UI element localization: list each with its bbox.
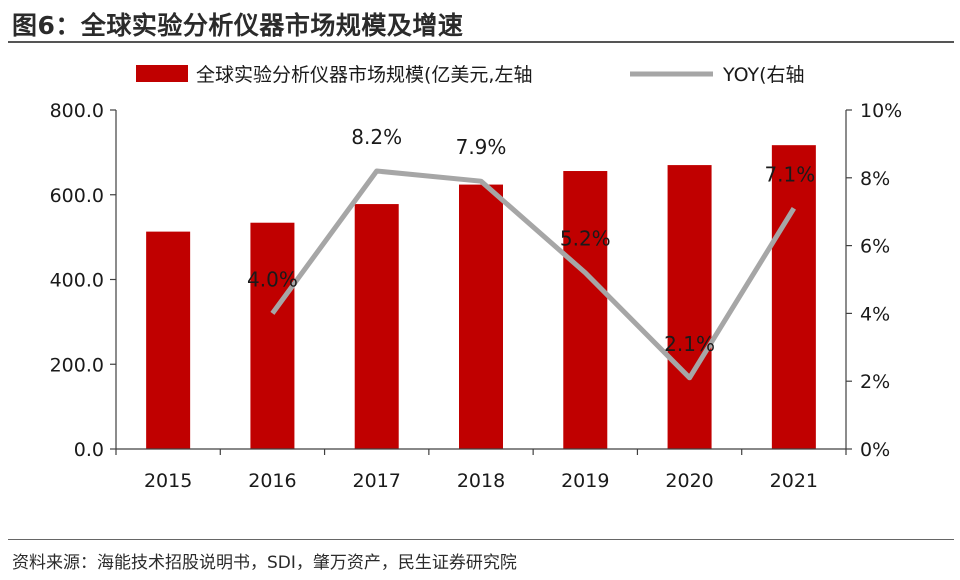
left-tick-label: 600.0	[50, 185, 104, 207]
x-tick-label-2015: 2015	[144, 470, 192, 492]
x-tick-label-2020: 2020	[665, 470, 713, 492]
bar-2016	[250, 222, 295, 449]
left-tick-label: 800.0	[50, 100, 104, 122]
left-tick-label: 200.0	[50, 354, 104, 376]
right-tick-label: 2%	[860, 371, 890, 393]
right-tick-label: 4%	[860, 303, 890, 325]
legend-line-label: YOY(右轴	[722, 64, 805, 86]
right-tick-label: 8%	[860, 168, 890, 190]
bar-2020	[667, 165, 712, 449]
footer-divider	[8, 539, 954, 540]
x-tick-label-2018: 2018	[457, 470, 505, 492]
legend-bar-label: 全球实验分析仪器市场规模(亿美元,左轴	[196, 64, 532, 86]
bar-2018	[459, 184, 503, 449]
legend-bar-swatch	[136, 65, 188, 82]
yoy-data-label-2017: 8.2%	[351, 125, 402, 149]
x-tick-label-2021: 2021	[770, 470, 818, 492]
x-tick-label-2019: 2019	[561, 470, 609, 492]
yoy-data-label-2019: 5.2%	[560, 227, 611, 251]
title-divider	[8, 41, 954, 43]
left-tick-label: 0.0	[74, 439, 104, 461]
right-tick-label: 6%	[860, 236, 890, 258]
left-tick-label: 400.0	[50, 270, 104, 292]
right-tick-label: 0%	[860, 439, 890, 461]
right-tick-label: 10%	[860, 100, 902, 122]
chart-area: 0.0 200.0 400.0 600.0 800.0 0% 2% 4% 6% 8% 10% 2015…	[50, 64, 903, 492]
x-tick-label-2017: 2017	[353, 470, 401, 492]
bar-2019	[563, 171, 608, 449]
yoy-line	[270, 168, 796, 381]
bar-2015	[146, 231, 191, 449]
yoy-data-label-2018: 7.9%	[456, 135, 507, 159]
bar-2017	[354, 204, 399, 449]
yoy-data-label-2021: 7.1%	[764, 162, 815, 186]
chart-title: 图6：全球实验分析仪器市场规模及增速	[12, 11, 464, 40]
bar-2021	[771, 145, 816, 449]
yoy-data-label-2016: 4.0%	[247, 267, 298, 291]
yoy-data-label-2020: 2.1%	[664, 332, 715, 356]
x-tick-label-2016: 2016	[248, 470, 296, 492]
source-note: 资料来源：海能技术招股说明书，SDI，肇万资产，民生证券研究院	[12, 553, 517, 573]
